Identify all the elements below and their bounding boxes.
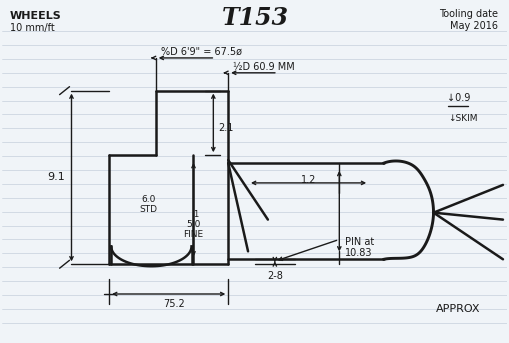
Text: 75.2: 75.2: [163, 299, 185, 309]
Text: 9.1: 9.1: [48, 173, 66, 182]
Text: 5.0
FINE: 5.0 FINE: [183, 220, 204, 239]
Text: ↓SKIM: ↓SKIM: [448, 114, 478, 123]
Text: APPROX: APPROX: [436, 304, 480, 314]
Text: 1: 1: [193, 210, 198, 219]
Text: 2-8: 2-8: [267, 271, 283, 281]
Text: PIN at
10.83: PIN at 10.83: [345, 237, 374, 258]
Text: 2.1: 2.1: [218, 123, 234, 133]
Text: 10 mm/ft: 10 mm/ft: [10, 23, 55, 33]
Text: ↓0.9: ↓0.9: [447, 93, 470, 103]
Text: Tooling date
May 2016: Tooling date May 2016: [439, 9, 498, 31]
Text: 6.0
STD: 6.0 STD: [140, 195, 158, 214]
Text: 1.2: 1.2: [301, 175, 316, 185]
Text: %D 6'9" = 67.5ø: %D 6'9" = 67.5ø: [161, 47, 242, 57]
Text: ½D 60.9 MM: ½D 60.9 MM: [233, 62, 295, 72]
Text: T153: T153: [221, 7, 289, 30]
Text: WHEELS: WHEELS: [10, 11, 62, 21]
